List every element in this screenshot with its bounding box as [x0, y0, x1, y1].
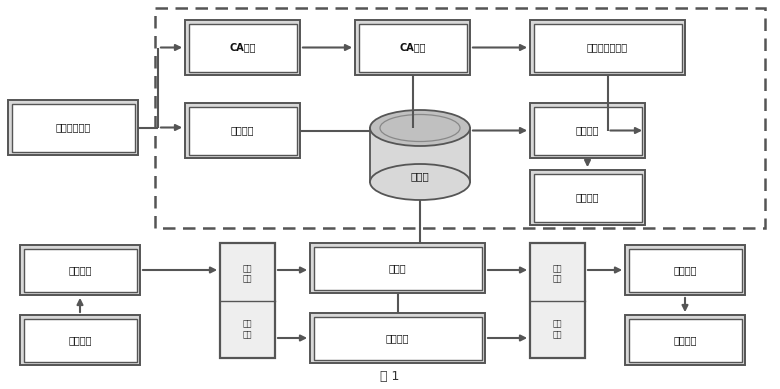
Text: 交付平台: 交付平台 [386, 333, 410, 343]
Bar [530, 243, 585, 358]
Text: CA代理: CA代理 [399, 42, 426, 53]
Bar [530, 103, 645, 158]
Bar [625, 315, 745, 365]
Bar [355, 20, 470, 75]
Bar [185, 103, 300, 158]
Bar [359, 23, 466, 72]
Bar [8, 100, 138, 155]
Text: 远程证书系统: 远程证书系统 [55, 123, 90, 133]
Bar [185, 20, 300, 75]
Text: 签名
验证: 签名 验证 [243, 265, 252, 284]
Bar [314, 247, 481, 289]
Bar [155, 8, 765, 228]
Bar [534, 173, 641, 221]
Text: CA中心: CA中心 [229, 42, 256, 53]
Text: 证书分发控制台: 证书分发控制台 [587, 42, 628, 53]
Text: 图 1: 图 1 [381, 370, 399, 384]
Bar [23, 319, 136, 361]
Bar [370, 128, 470, 182]
Bar [23, 249, 136, 291]
Text: 加密
解密: 加密 解密 [243, 319, 252, 339]
Text: 身份认证: 身份认证 [231, 126, 254, 135]
Bar [310, 313, 485, 363]
Text: 服务代理: 服务代理 [673, 265, 697, 275]
Bar [629, 249, 742, 291]
Bar [534, 107, 641, 154]
Text: 证书分发: 证书分发 [576, 126, 599, 135]
Bar [12, 103, 134, 151]
Bar [189, 107, 296, 154]
Bar [220, 243, 275, 358]
Bar [534, 23, 682, 72]
Ellipse shape [370, 164, 470, 200]
Bar [625, 245, 745, 295]
Text: 服务代理: 服务代理 [69, 265, 92, 275]
Text: 加密库: 加密库 [388, 263, 406, 273]
Text: 签名
验证: 签名 验证 [553, 265, 562, 284]
Bar [20, 315, 140, 365]
Bar [314, 317, 481, 359]
Text: 分发代理: 分发代理 [576, 193, 599, 203]
Bar [189, 23, 296, 72]
Bar [20, 245, 140, 295]
Bar [530, 170, 645, 225]
Text: 证书库: 证书库 [410, 172, 429, 182]
Text: 金融系统: 金融系统 [69, 335, 92, 345]
Text: 加密
解密: 加密 解密 [553, 319, 562, 339]
Bar [629, 319, 742, 361]
Bar [310, 243, 485, 293]
Ellipse shape [370, 110, 470, 146]
Bar [530, 20, 685, 75]
Text: 服务系统: 服务系统 [673, 335, 697, 345]
